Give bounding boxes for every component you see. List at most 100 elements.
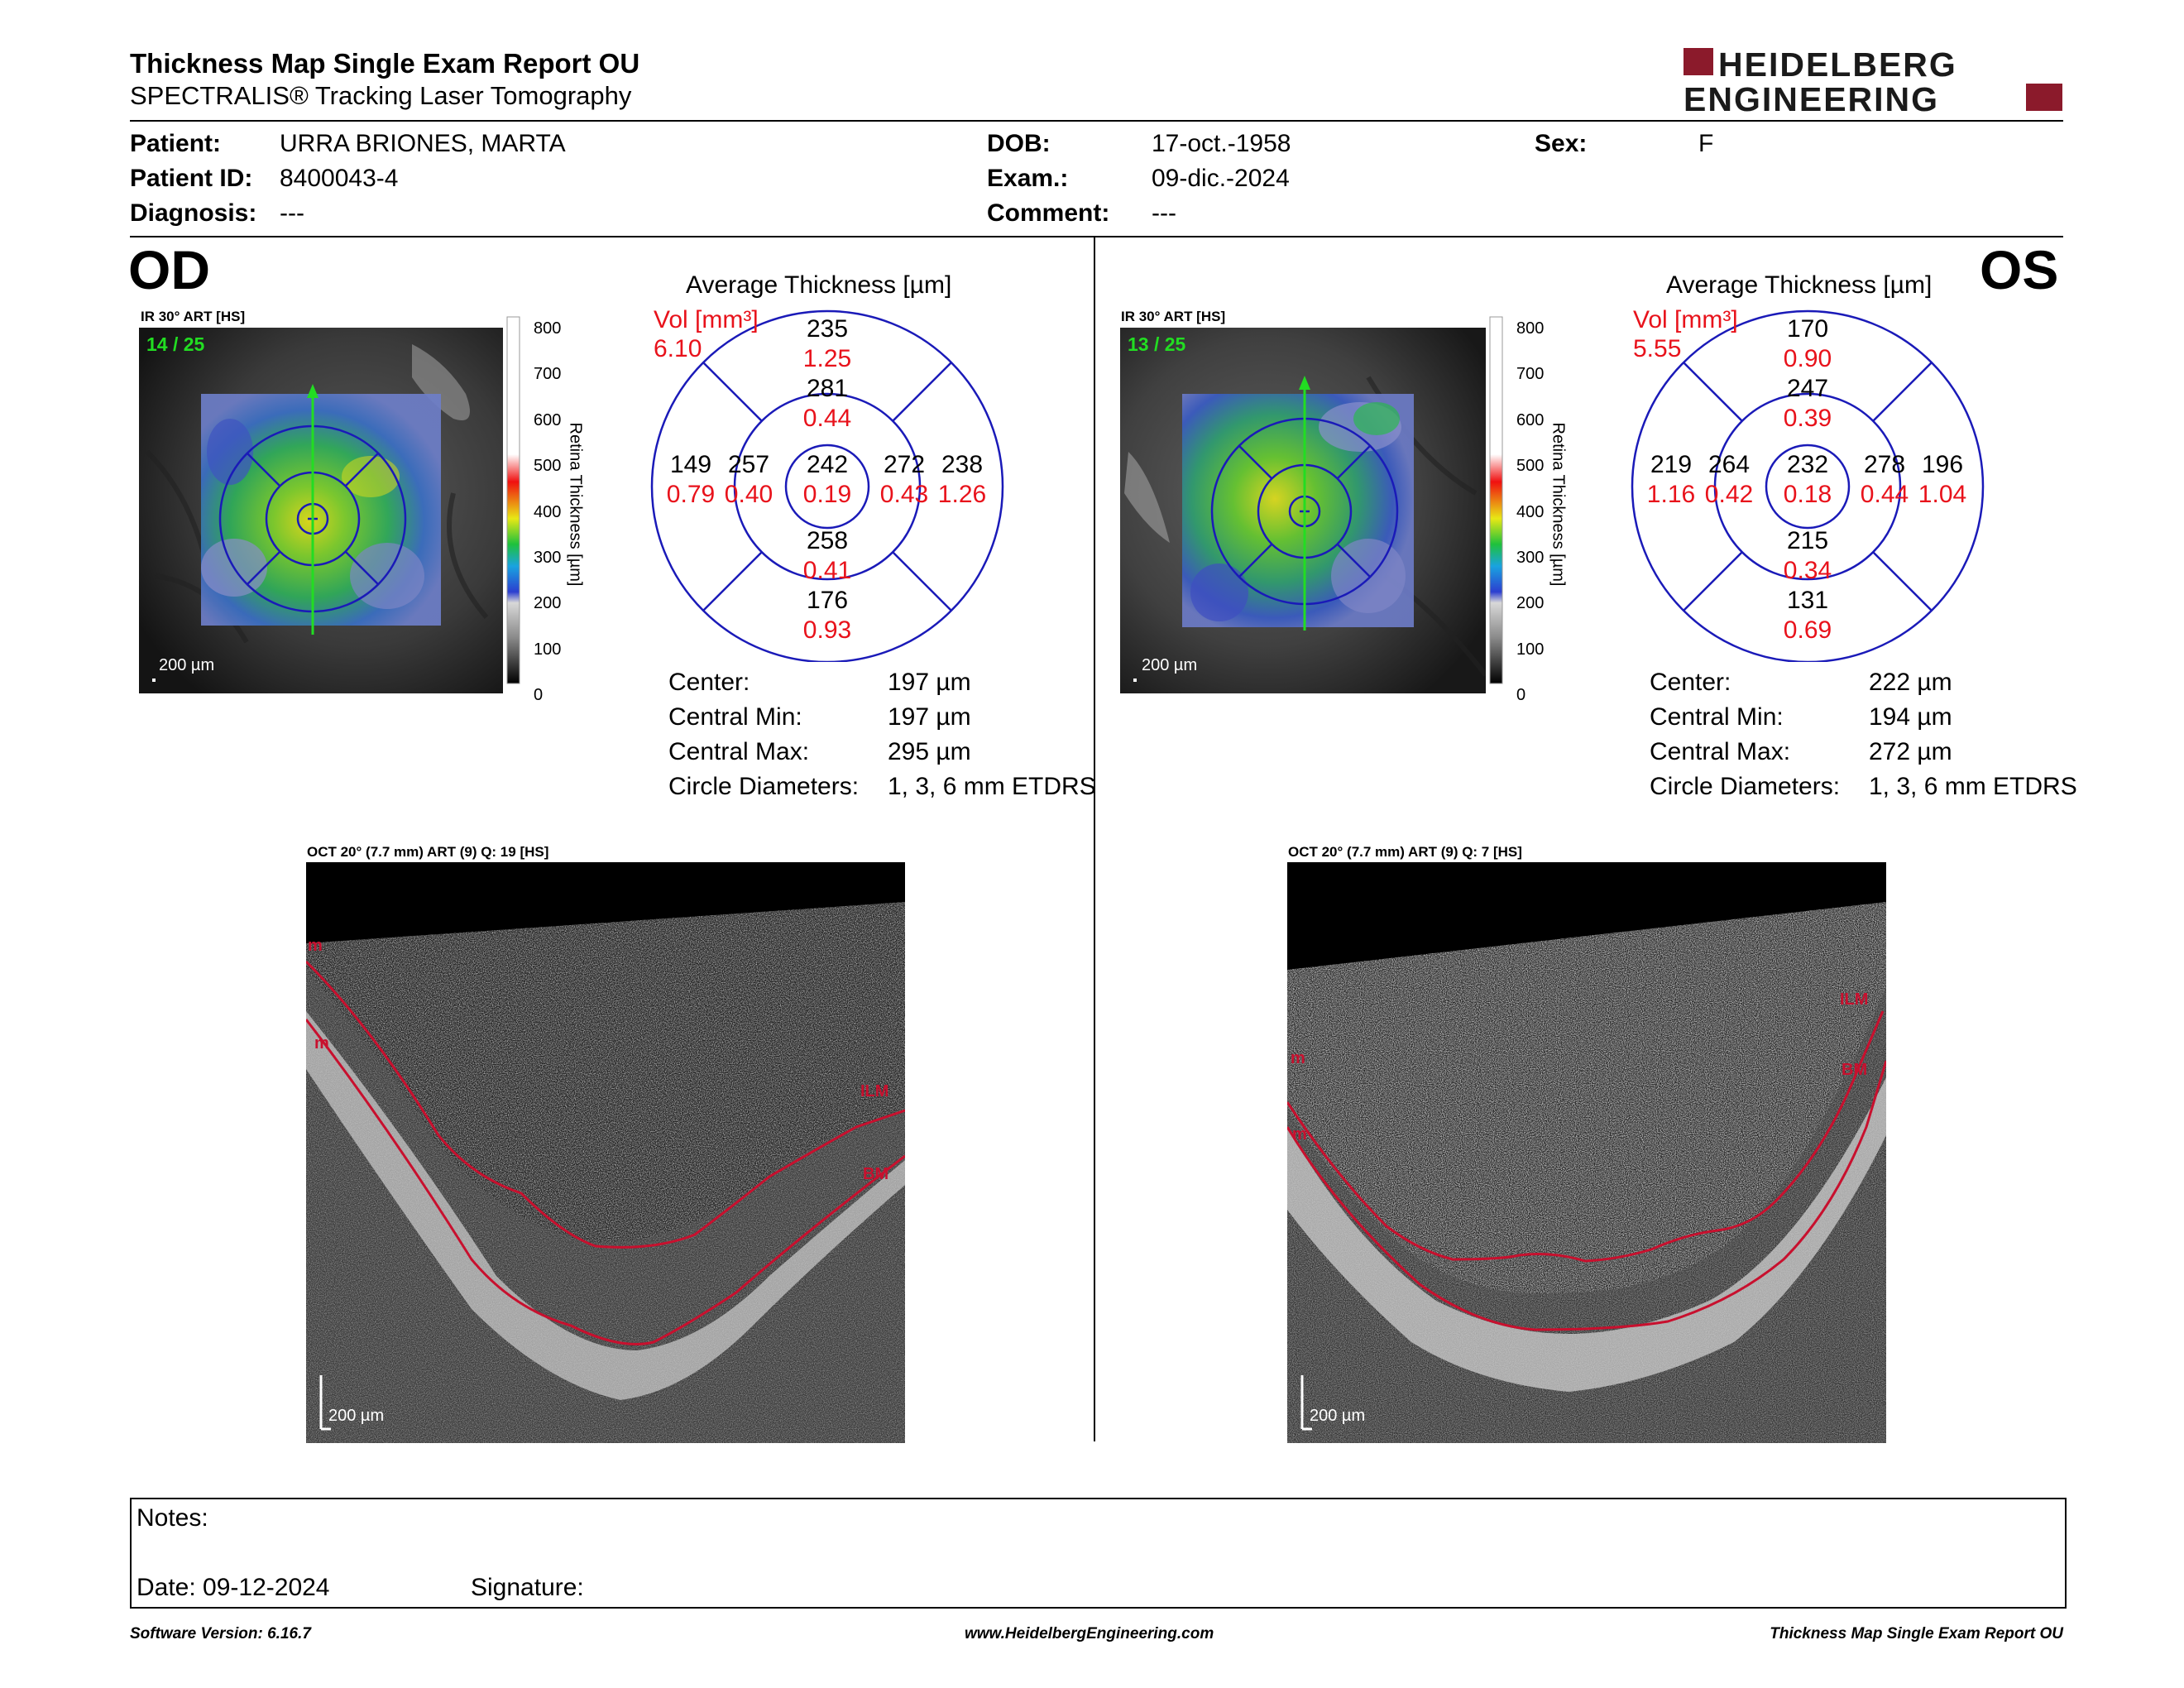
diagnosis-value: --- [280,199,304,227]
eye-divider [1094,237,1095,1441]
od-colorbar-label: Retina Thickness [µm] [566,422,585,587]
os-center-thickness: 232 [1786,451,1829,478]
od-outer-right-volume: 1.26 [937,481,987,508]
os-outer-top-volume: 0.90 [1783,345,1832,372]
os-sector-outer-left: 219 1.16 [1642,450,1700,510]
logo-line1: HEIDELBERG [1718,46,1957,84]
os-sector-inner-right: 278 0.44 [1856,450,1913,510]
os-outer-left-thickness: 219 [1650,451,1693,478]
od-fundus-scale: 200 µm [159,656,215,674]
os-sector-inner-left: 264 0.42 [1700,450,1758,510]
colorbar-tick: 700 [534,365,562,384]
os-central-max-value: 272 µm [1869,738,1952,765]
od-sector-inner-left: 257 0.40 [720,450,778,510]
od-sector-outer-right: 238 1.26 [933,450,991,510]
diagnosis-label: Diagnosis: [130,199,257,227]
os-colorbar-ticks: 800 700 600 500 400 300 200 100 0 [1516,306,1544,719]
od-central-min-value: 197 µm [888,703,971,731]
od-central-min-label: Central Min: [668,703,802,731]
os-fundus-scale: 200 µm [1142,656,1198,674]
colorbar-tick: 700 [1516,365,1545,384]
od-colorbar-ticks: 800 700 600 500 400 300 200 100 0 [534,306,561,719]
os-label-bm: BM [1842,1061,1868,1079]
os-outer-top-thickness: 170 [1786,315,1829,343]
od-central-max-value: 295 µm [888,738,971,765]
od-inner-left-thickness: 257 [727,451,770,478]
os-oct-bscan [1286,862,1888,1443]
os-avg-title: Average Thickness [µm] [1666,271,1933,299]
od-etdrs-grid [649,306,1022,664]
os-sector-inner-top: 247 0.39 [1766,374,1849,434]
od-sector-inner-right: 272 0.43 [875,450,933,510]
od-circle-diam-label: Circle Diameters: [668,773,860,800]
date-label: Date: 09-12-2024 [136,1574,330,1601]
od-oct-graphic [304,862,906,1443]
od-oct-title: OCT 20° (7.7 mm) ART (9) Q: 19 [HS] [307,844,549,860]
od-vol-value: 6.10 [654,335,702,362]
colorbar-tick: 0 [534,686,544,705]
od-outer-left-volume: 0.79 [666,481,716,508]
heidelberg-logo: HEIDELBERG ENGINEERING [1684,46,2064,118]
os-vol-label: Vol [mm³] [1633,306,1738,333]
os-fundus-image [1120,328,1488,693]
footer-website-link[interactable]: www.HeidelbergEngineering.com [965,1625,1214,1642]
patient-value: URRA BRIONES, MARTA [280,130,566,157]
od-avg-title: Average Thickness [µm] [686,271,952,299]
od-sector-outer-bottom: 176 0.93 [786,586,869,645]
os-circle-diam-value: 1, 3, 6 mm ETDRS [1869,773,2077,800]
report-title: Thickness Map Single Exam Report OU [130,48,640,79]
colorbar-tick: 800 [534,319,562,338]
od-outer-left-thickness: 149 [669,451,712,478]
comment-value: --- [1152,199,1176,227]
os-inner-bottom-thickness: 215 [1786,527,1829,554]
notes-box[interactable]: Notes: Date: 09-12-2024 Signature: [130,1498,2067,1609]
os-sector-outer-top: 170 0.90 [1766,314,1849,374]
od-fundus-image [139,328,503,693]
dob-label: DOB: [987,130,1051,157]
logo-red-square-bottom [2026,84,2062,111]
colorbar-tick: 800 [1516,319,1545,338]
exam-value: 09-dic.-2024 [1152,165,1290,192]
od-label-m2: m [314,1034,329,1053]
os-label-ilm: ILM [1840,990,1869,1009]
colorbar-tick: 600 [1516,410,1545,429]
report-subtitle: SPECTRALIS® Tracking Laser Tomography [130,81,632,110]
colorbar-tick: 200 [1516,594,1545,613]
logo-line2: ENGINEERING [1684,80,1939,115]
os-circle-diam-label: Circle Diameters: [1650,773,1841,800]
od-frame-counter: 14 / 25 [146,333,205,355]
os-sector-outer-bottom: 131 0.69 [1766,586,1849,645]
od-inner-top-thickness: 281 [806,375,849,402]
os-center-volume: 0.18 [1783,481,1832,508]
od-sector-center: 242 0.19 [790,450,864,510]
od-inner-bottom-volume: 0.41 [802,557,852,584]
colorbar-tick: 300 [1516,549,1545,568]
os-sector-outer-right: 196 1.04 [1913,450,1971,510]
od-sector-inner-bottom: 258 0.41 [786,526,869,586]
os-center-value: 222 µm [1869,669,1952,696]
logo-red-square-top [1684,48,1713,75]
od-outer-top-thickness: 235 [806,315,849,343]
header-divider [130,120,2063,122]
os-fundus-graphic [1120,328,1488,693]
os-outer-left-volume: 1.16 [1646,481,1696,508]
colorbar-tick: 500 [1516,457,1545,476]
od-outer-right-thickness: 238 [941,451,984,478]
colorbar-tick: 300 [534,549,562,568]
colorbar-tick: 600 [534,410,562,429]
os-center-label: Center: [1650,669,1731,696]
footer-report-name: Thickness Map Single Exam Report OU [1770,1625,2063,1642]
od-inner-left-volume: 0.40 [724,481,774,508]
od-oct-bscan [304,862,906,1443]
os-central-max-label: Central Max: [1650,738,1791,765]
od-vol-label: Vol [mm³] [654,306,759,333]
os-inner-right-volume: 0.44 [1860,481,1909,508]
footer-software-version: Software Version: 6.16.7 [130,1625,311,1642]
patient-id-label: Patient ID: [130,165,253,192]
colorbar-tick: 0 [1516,686,1526,705]
comment-label: Comment: [987,199,1110,227]
sex-label: Sex: [1535,130,1588,157]
os-inner-left-thickness: 264 [1707,451,1751,478]
exam-label: Exam.: [987,165,1069,192]
os-inner-bottom-volume: 0.34 [1783,557,1832,584]
